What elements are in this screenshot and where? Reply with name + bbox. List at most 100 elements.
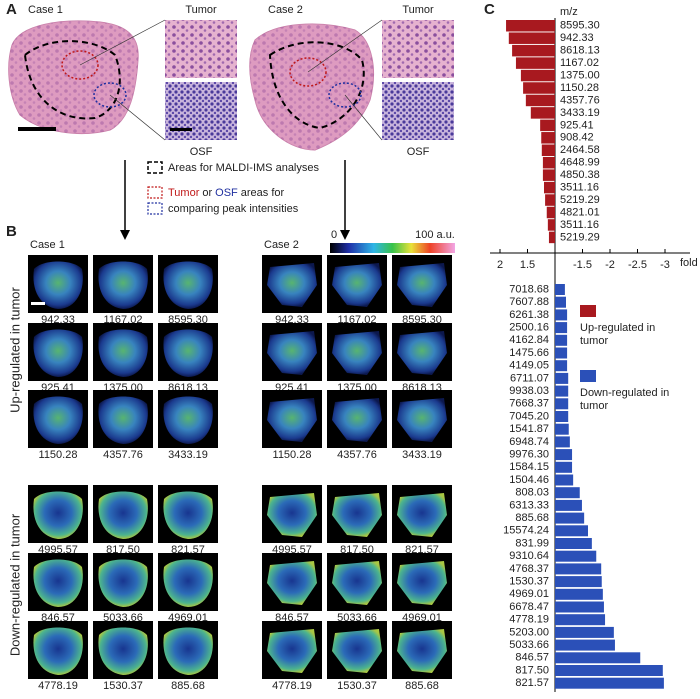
y-tick-label: 1584.15 <box>509 461 549 473</box>
ims-signal <box>163 627 213 675</box>
ims-signal <box>98 261 148 309</box>
mz-label: 821.57 <box>405 544 439 556</box>
y-tick-label: 4357.76 <box>560 94 600 106</box>
bar <box>555 372 569 384</box>
y-tick-label: 1541.87 <box>509 423 549 435</box>
bar <box>508 32 555 44</box>
mz-label: 5033.66 <box>337 612 377 624</box>
mz-label: 4995.57 <box>272 544 312 556</box>
x-tick-label: -2.5 <box>628 259 647 271</box>
osf-inset <box>382 82 454 140</box>
x-tick-label: 1.5 <box>520 259 535 271</box>
legend-tumor-word: Tumor <box>168 187 200 199</box>
side-label: Up-regulated in tumor <box>7 286 22 412</box>
osf-inset <box>165 82 237 140</box>
y-tick-label: 1530.37 <box>509 576 549 588</box>
y-tick-label: 3433.19 <box>560 107 600 119</box>
tumor-inset <box>382 20 454 78</box>
y-tick-label: 6261.38 <box>509 309 549 321</box>
y-tick-label: 2464.58 <box>560 144 600 156</box>
y-tick-label: 4850.38 <box>560 169 600 181</box>
y-tick-label: 908.42 <box>560 132 594 144</box>
legend-osf-word: OSF <box>215 187 238 199</box>
y-tick-label: 831.99 <box>515 537 549 549</box>
inset-label: OSF <box>407 146 430 158</box>
legend-text: comparing peak intensities <box>168 203 299 215</box>
mz-label: 5033.66 <box>103 612 143 624</box>
tumor-area <box>61 50 99 80</box>
scale-bar <box>170 128 192 131</box>
bar <box>555 284 565 295</box>
y-tick-label: 6313.33 <box>509 499 549 511</box>
x-tick-label: -2 <box>605 259 615 271</box>
tumor-inset <box>165 20 237 78</box>
inset-label: OSF <box>190 146 213 158</box>
x-tick-label: -3 <box>660 259 670 271</box>
bar <box>541 144 555 156</box>
x-tick-label: 2 <box>497 259 503 271</box>
bar <box>555 449 573 461</box>
bar <box>555 322 568 334</box>
mz-label: 4969.01 <box>402 612 442 624</box>
bar <box>555 588 603 600</box>
ims-signal <box>332 629 382 673</box>
colorbar-label: 100 a.u. <box>415 229 455 241</box>
y-tick-label: 9310.64 <box>509 550 549 562</box>
mz-label: 942.33 <box>41 314 75 326</box>
ims-signal <box>98 627 148 675</box>
ims-signal <box>397 493 447 537</box>
ims-signal <box>33 627 83 675</box>
ims-signal <box>397 398 447 442</box>
legend-swatch <box>580 370 596 382</box>
y-tick-label: 821.57 <box>515 677 549 689</box>
ims-signal <box>33 261 83 309</box>
ims-signal <box>267 398 317 442</box>
legend-dashed <box>147 161 163 174</box>
y-tick-label: 942.33 <box>560 32 594 44</box>
bar <box>530 107 555 119</box>
bar <box>555 550 597 562</box>
scale-bar <box>18 127 56 131</box>
y-tick-label: 7668.37 <box>509 398 549 410</box>
bar <box>548 231 555 244</box>
ims-signal <box>163 559 213 607</box>
bar <box>555 538 592 549</box>
mz-label: 4778.19 <box>272 680 312 692</box>
ims-signal <box>163 329 213 377</box>
mz-label: 885.68 <box>405 680 439 692</box>
colorbar <box>330 243 455 253</box>
y-tick-label: 5219.29 <box>560 194 600 206</box>
bar <box>520 69 555 82</box>
bar <box>555 626 614 638</box>
y-tick-label: 9976.30 <box>509 449 549 461</box>
ims-signal <box>33 329 83 377</box>
x-tick-label: -1.5 <box>573 259 592 271</box>
bar <box>555 334 568 346</box>
y-tick-label: 1475.66 <box>509 347 549 359</box>
mz-label: 3433.19 <box>402 449 442 461</box>
bar <box>555 296 566 308</box>
case-title: Case 1 <box>28 4 63 16</box>
ims-signal <box>332 263 382 307</box>
side-label: Down-regulated in tumor <box>7 513 22 656</box>
ims-signal <box>267 331 317 375</box>
mz-label: 885.68 <box>171 680 205 692</box>
ims-signal <box>267 629 317 673</box>
ims-signal <box>163 396 213 444</box>
ims-signal <box>332 561 382 605</box>
ims-signal <box>397 629 447 673</box>
analysis-area <box>23 40 121 120</box>
legend-osf <box>147 202 163 215</box>
mz-label: 846.57 <box>41 612 75 624</box>
legend-word: or <box>202 187 212 199</box>
bar <box>546 206 555 219</box>
bar <box>555 423 569 435</box>
ims-signal <box>397 263 447 307</box>
ims-signal <box>163 491 213 539</box>
inset-label: Tumor <box>185 4 217 16</box>
mz-label: 4357.76 <box>103 449 143 461</box>
ims-signal <box>98 559 148 607</box>
y-tick-label: 15574.24 <box>503 525 549 537</box>
ims-signal <box>98 491 148 539</box>
